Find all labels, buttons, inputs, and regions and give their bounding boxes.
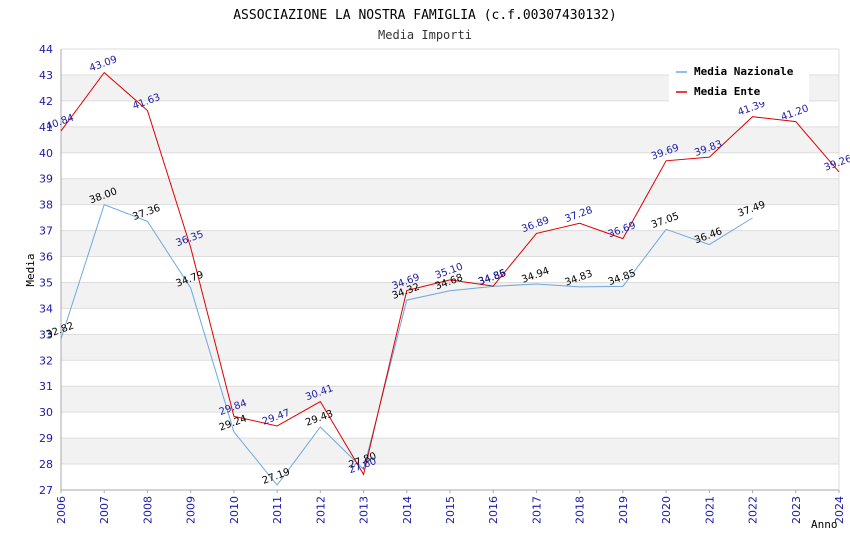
y-tick-label-39: 39 [39,173,53,186]
series-line-media-nazionale [60,203,753,486]
y-tick-label-33: 33 [39,328,53,341]
chart-subtitle: Media Importi [378,28,472,42]
x-tick-label-2022: 2022 [747,496,760,524]
x-axis-ticks: 2006 2007 2008 2009 2010 2011 2012 2013 2014 2015… [55,490,846,524]
x-tick-label-2023: 2023 [790,496,803,524]
x-tick-label-2011: 2011 [271,496,284,524]
y-tick-label-32: 32 [39,354,53,367]
y-axis-label: Media [24,253,37,286]
band-34 [61,282,839,309]
y-tick-label-43: 43 [39,69,53,82]
x-tick-label-2017: 2017 [530,496,543,524]
x-tick-label-2020: 2020 [660,496,673,524]
x-tick-label-2014: 2014 [401,496,414,524]
band-36 [61,230,839,257]
x-tick-label-2018: 2018 [574,496,587,524]
x-tick-label-2009: 2009 [185,496,198,524]
y-tick-label-44: 44 [39,43,53,56]
y-axis-ticks: 27 28 29 30 31 32 33 34 35 36 37 38 39 40 41 42 43 44 [39,43,53,497]
x-tick-label-2019: 2019 [617,496,630,524]
data-label-media-ente-2018: 37.28 [563,205,594,225]
y-tick-label-41: 41 [39,121,53,134]
band-40 [61,126,839,153]
y-tick-label-27: 27 [39,484,53,497]
x-tick-label-2012: 2012 [314,496,327,524]
y-tick-label-37: 37 [39,225,53,238]
y-tick-label-31: 31 [39,380,53,393]
series-line-media-ente [60,71,840,476]
legend-label-media-nazionale: Media Nazionale [694,65,794,78]
x-tick-label-2021: 2021 [703,496,716,524]
band-28 [61,438,839,465]
x-tick-label-2006: 2006 [55,496,68,524]
band-30 [61,386,839,413]
legend: Media Nazionale Media Ente [669,62,809,102]
data-label-media-ente-2007: 43.09 [88,54,119,74]
background-bands [61,74,839,465]
band-32 [61,334,839,361]
data-labels: 32.8238.0037.3634.7929.2427.1929.4327.80… [45,54,850,487]
y-tick-label-30: 30 [39,406,53,419]
x-tick-label-2013: 2013 [358,496,371,524]
y-tick-label-40: 40 [39,147,53,160]
y-tick-label-34: 34 [39,302,53,315]
data-label-media-nazionale-2020: 37.05 [650,211,681,231]
x-tick-label-2015: 2015 [444,496,457,524]
data-label-media-ente-2023: 41.20 [780,103,811,123]
y-tick-label-35: 35 [39,276,53,289]
y-tick-label-29: 29 [39,432,53,445]
y-tick-label-42: 42 [39,95,53,108]
x-tick-label-2010: 2010 [228,496,241,524]
x-axis-label: Anno [811,518,838,531]
y-tick-label-36: 36 [39,251,53,264]
x-tick-label-2007: 2007 [98,496,111,524]
band-38 [61,178,839,205]
y-tick-label-38: 38 [39,199,53,212]
legend-label-media-ente: Media Ente [694,85,761,98]
data-label-media-nazionale-2008: 37.36 [131,203,162,223]
x-tick-label-2008: 2008 [141,496,154,524]
chart-title: ASSOCIAZIONE LA NOSTRA FAMIGLIA (c.f.003… [233,8,617,23]
y-tick-label-28: 28 [39,458,53,471]
x-tick-label-2016: 2016 [487,496,500,524]
series-lines [60,71,840,486]
data-label-media-ente-2024: 39.26 [823,154,850,174]
x-tick-label-2024: 2024 [833,496,846,524]
legend-box [669,62,809,102]
